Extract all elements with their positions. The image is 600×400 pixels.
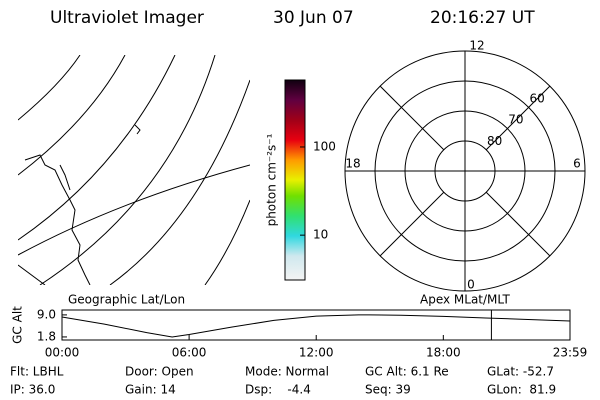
x-tick-label: 23:59 <box>553 346 588 360</box>
date: 30 Jun 07 <box>273 8 354 28</box>
y-tick-label: 9.0 <box>37 307 56 321</box>
info-field: GC Alt: 6.1 Re <box>365 365 449 379</box>
polar-diagonal <box>379 191 445 257</box>
x-tick-label: 00:00 <box>45 346 80 360</box>
polar-ring-label: 70 <box>508 113 523 127</box>
x-tick-label: 06:00 <box>172 346 207 360</box>
info-field: Gain: 14 <box>125 383 176 397</box>
polar-ring-label: 80 <box>487 134 502 148</box>
map-label: Geographic Lat/Lon <box>68 293 185 307</box>
polar-clock-label: 0 <box>467 278 475 292</box>
info-field: GLat: -52.7 <box>487 365 554 379</box>
colorbar <box>284 79 306 281</box>
info-field: Mode: Normal <box>245 365 329 379</box>
altitude-line <box>61 314 571 338</box>
colorbar-tick-label: 100 <box>313 139 336 153</box>
time: 20:16:27 UT <box>430 8 535 28</box>
info-field: GLon: 81.9 <box>487 383 556 397</box>
info: Flt: LBHL Door: Open Mode: Normal GC Alt: 6… <box>10 365 556 397</box>
map <box>18 55 250 285</box>
colorbar-ticks: 10 100 <box>300 139 336 242</box>
polar-clock-label: 6 <box>573 157 581 171</box>
polar-diagonal <box>379 85 445 151</box>
y-label: GC Alt <box>11 306 25 344</box>
polar-label: Apex MLat/MLT <box>420 293 510 307</box>
polar-diagonal <box>485 191 551 257</box>
info-field: Dsp: -4.4 <box>245 383 311 397</box>
info-field: IP: 36.0 <box>10 383 55 397</box>
polar-ring <box>404 110 526 232</box>
polar-clock-label: 12 <box>469 39 484 53</box>
polar-clock-label: 18 <box>345 157 360 171</box>
info-field: Door: Open <box>125 365 194 379</box>
info-field: Seq: 39 <box>365 383 411 397</box>
colorbar-tick-label: 10 <box>313 228 328 242</box>
colorbar-label: photon cm⁻²s⁻¹ <box>265 133 279 226</box>
polar-ring-label: 60 <box>529 91 544 105</box>
x-tick-label: 18:00 <box>426 346 461 360</box>
y-tick-label: 1.8 <box>37 329 56 343</box>
title: Ultraviolet Imager <box>50 8 204 28</box>
x-tick-label: 12:00 <box>299 346 334 360</box>
polar-ring <box>374 80 556 262</box>
polar-ring <box>434 140 496 202</box>
polar-diagonal <box>485 85 551 151</box>
altitude-plot: 1.8 9.0 00:00 06:00 12:00 18:00 23:59 <box>37 307 587 359</box>
info-field: Flt: LBHL <box>10 365 64 379</box>
